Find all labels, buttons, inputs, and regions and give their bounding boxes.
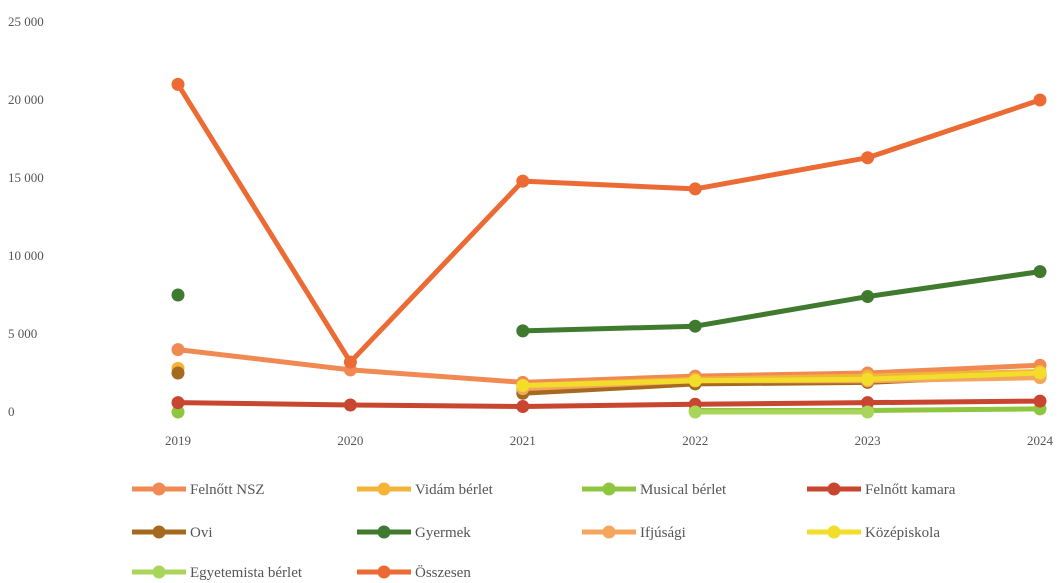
series-line: [520, 370, 1043, 388]
x-tick-label: 2019: [165, 433, 191, 448]
y-axis-labels: 0 5 000 10 000 15 000 20 000 25 000: [8, 14, 44, 419]
data-point: [343, 398, 357, 412]
data-point: [1033, 265, 1047, 279]
series-gyermek: [171, 265, 1047, 338]
data-point: [171, 405, 185, 419]
series-line: [520, 269, 1043, 334]
legend-label: Gyermek: [415, 525, 471, 541]
data-point: [861, 396, 875, 410]
series-line: [175, 347, 1043, 385]
plot-area: [171, 77, 1047, 419]
series-line: [175, 81, 1043, 365]
data-point: [688, 405, 702, 419]
series-line: [175, 398, 1043, 410]
data-point: [861, 290, 875, 304]
data-point: [171, 343, 185, 357]
series-egyetemista-berlet: [688, 405, 875, 419]
legend-item: Összesen: [357, 564, 471, 581]
data-point: [861, 151, 875, 165]
legend-label: Felnőtt kamara: [865, 482, 956, 498]
legend-swatch-marker: [377, 525, 391, 539]
legend-label: Egyetemista bérlet: [190, 565, 303, 581]
data-point: [1033, 394, 1047, 408]
legend-swatch-marker: [377, 482, 391, 496]
legend-label: Felnőtt NSZ: [190, 482, 265, 498]
legend-item: Ifjúsági: [582, 525, 686, 541]
y-tick-label: 25 000: [8, 14, 44, 29]
legend-swatch-marker: [152, 482, 166, 496]
legend-swatch-marker: [602, 525, 616, 539]
data-point: [861, 372, 875, 386]
data-point: [688, 374, 702, 388]
legend-item: Felnőtt NSZ: [132, 482, 265, 498]
legend-swatch-marker: [152, 525, 166, 539]
data-point: [171, 396, 185, 410]
legend-label: Összesen: [415, 564, 471, 581]
legend-item: Felnőtt kamara: [807, 482, 956, 498]
data-point: [343, 355, 357, 369]
data-point: [171, 77, 185, 91]
legend-item: Gyermek: [357, 525, 471, 541]
data-point: [516, 324, 530, 338]
data-point: [516, 174, 530, 188]
x-tick-label: 2020: [337, 433, 363, 448]
y-tick-label: 20 000: [8, 92, 44, 107]
legend-label: Ifjúsági: [640, 525, 686, 541]
legend-swatch-marker: [827, 525, 841, 539]
y-tick-label: 10 000: [8, 248, 44, 263]
y-tick-label: 0: [8, 404, 15, 419]
x-tick-label: 2021: [510, 433, 536, 448]
x-tick-label: 2024: [1027, 433, 1054, 448]
y-tick-label: 15 000: [8, 170, 44, 185]
legend-item: Középiskola: [807, 525, 940, 541]
x-tick-label: 2023: [855, 433, 881, 448]
legend-item: Vidám bérlet: [357, 482, 494, 498]
legend-item: Egyetemista bérlet: [132, 565, 303, 581]
legend-swatch-marker: [602, 482, 616, 496]
series-kozepiskola: [516, 366, 1047, 392]
legend-label: Musical bérlet: [640, 482, 727, 498]
legend-label: Ovi: [190, 525, 213, 541]
data-point: [688, 182, 702, 196]
y-tick-label: 5 000: [8, 326, 37, 341]
data-point: [171, 366, 185, 380]
data-point: [516, 378, 530, 392]
legend-item: Musical bérlet: [582, 482, 727, 498]
data-point: [1033, 366, 1047, 380]
data-point: [688, 319, 702, 333]
data-point: [171, 288, 185, 302]
x-tick-label: 2022: [682, 433, 708, 448]
legend: Felnőtt NSZ Vidám bérlet Musical bérlet Fel…: [132, 482, 956, 581]
data-point: [516, 400, 530, 414]
x-axis-labels: 2019 2020 2021 2022 2023 2024: [165, 433, 1054, 448]
data-point: [861, 405, 875, 419]
legend-swatch-marker: [377, 565, 391, 579]
legend-item: Ovi: [132, 525, 213, 541]
legend-swatch-marker: [827, 482, 841, 496]
series-osszesen: [171, 77, 1047, 369]
data-point: [1033, 93, 1047, 107]
legend-swatch-marker: [152, 565, 166, 579]
legend-label: Vidám bérlet: [415, 482, 494, 498]
series-felnott-kamara: [171, 394, 1047, 414]
legend-label: Középiskola: [865, 525, 940, 541]
